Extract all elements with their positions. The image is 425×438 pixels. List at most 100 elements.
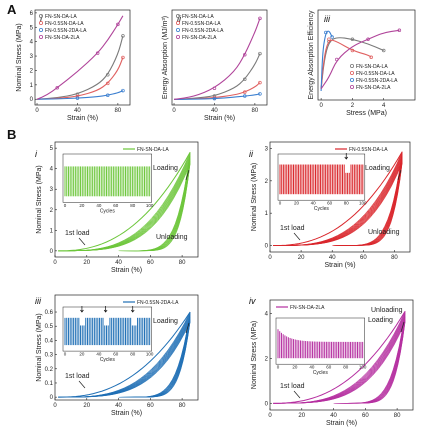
chart-b-iii-ytick-label-1: 0.1 — [45, 381, 54, 387]
chart-a-ii-series-3-point-6 — [258, 16, 262, 21]
chart-a-i-legend-label-0: FN-SN-DA-LA — [45, 14, 77, 20]
chart-a-iii-xlabel: Stress (MPa) — [346, 110, 387, 117]
chart-a-iii-legend-label-0: FN-SN-DA-LA — [356, 64, 388, 70]
chart-b-ii-cycle-19 — [273, 162, 403, 246]
chart-a-ii-series-0-point-4 — [243, 77, 247, 82]
chart-b-ii-first-load-label: 1st load — [280, 225, 305, 232]
chart-a-ii-legend-label-3: FN-SN-DA-2LA — [182, 35, 217, 41]
chart-a-iii-series-1-point-4 — [350, 48, 355, 53]
chart-a-i-series-3-point-4 — [95, 51, 100, 55]
chart-b-iv-roman: iv — [249, 296, 256, 306]
chart-b-iii-inset-drop-arrow-0 — [80, 306, 84, 313]
chart-b-iii-cycle-19 — [58, 322, 191, 398]
chart-b-iii-xtick-label-1: 20 — [83, 403, 90, 409]
chart-b-i-inset-xtick-5: 100 — [146, 203, 154, 208]
chart-b-i-ytick-label-5: 5 — [50, 146, 54, 152]
chart-a-ii-legend-marker-3 — [175, 35, 180, 40]
chart-b-i-first-load-arrow — [78, 237, 86, 246]
chart-b-iv-frame — [269, 299, 414, 411]
chart-a-iii-series-0-point-4 — [350, 37, 355, 41]
chart-b-ii-xlabel: Strain (%) — [324, 262, 355, 269]
chart-b-iii-inset-drop-arrow-2 — [130, 306, 135, 313]
chart-b-ii-inset-xtick-3: 60 — [327, 201, 333, 206]
chart-b-ii-xtick-label-4: 80 — [391, 255, 398, 261]
chart-b-i-ytick-label-2: 2 — [50, 208, 54, 214]
chart-b-iii-roman: iii — [35, 296, 42, 306]
chart-b-iv-first-load-curve — [273, 310, 406, 404]
chart-a-ii-ylabel: Energy Absorption (MJ/m³) — [162, 16, 169, 99]
chart-b-i-first-load-curve — [58, 152, 191, 252]
chart-b-iii-inset-xtick-0: 0 — [64, 352, 67, 357]
chart-b-iii-ytick-label-2: 0.2 — [45, 367, 54, 373]
chart-b-i-inset-frame — [62, 153, 152, 203]
chart-b-iii-ytick-label-4: 0.4 — [45, 338, 54, 344]
chart-b-iii-inset-xtick-5: 100 — [146, 352, 154, 357]
chart-b-ii-inset-xtick-5: 100 — [359, 201, 367, 206]
chart-b-i-inset-xtick-3: 60 — [113, 203, 119, 208]
chart-a-iii-legend-marker-3 — [349, 85, 354, 90]
chart-b-iii: 0 20 40 60 80 0 0.1 0.2 0.3 0.4 0.5 0.6 Strain (%) No… — [35, 294, 199, 417]
chart-a-iii-xtick-label-1: 2 — [351, 103, 355, 109]
chart-a-iii-legend-label-3: FN-SN-DA-2LA — [356, 85, 391, 91]
chart-a-ii-xtick-label-0: 0 — [172, 108, 176, 114]
chart-a-ii-legend-label-0: FN-SN-DA-LA — [182, 14, 214, 20]
chart-a-i-legend-label-3: FN-SN-DA-2LA — [45, 35, 80, 41]
chart-a-ii-roman: ii — [177, 14, 182, 24]
chart-b-ii-loading-arrow — [397, 169, 402, 181]
chart-a-i-ytick-label-2: 2 — [30, 68, 34, 74]
chart-b-iv-cycle-19 — [273, 322, 406, 404]
chart-a-i-legend-label-2: FN-0.5SN-2DA-LA — [45, 28, 87, 34]
chart-b-iii-inset-xtick-2: 40 — [96, 352, 102, 357]
chart-a-iii-series-1-point-6 — [369, 55, 373, 59]
chart-a-iii-xtick-label-2: 4 — [382, 103, 386, 109]
chart-b-i-xtick-label-0: 0 — [53, 260, 57, 266]
chart-a-i-legend-marker-3 — [39, 35, 44, 40]
chart-b-i-xtick-label-2: 40 — [115, 260, 122, 266]
chart-a-i-ytick-label-1: 1 — [30, 83, 34, 89]
chart-a-ii-series-3-point-4 — [243, 52, 247, 57]
chart-b-i-first-load-label: 1st load — [65, 230, 90, 237]
panel-letter-a: A — [7, 2, 17, 17]
chart-a-i-series-0 — [36, 35, 124, 100]
chart-b-iv-inset-xtick-1: 20 — [292, 365, 298, 370]
chart-b-ii-legend-label: FN-0.5SN-DA-LA — [349, 147, 388, 153]
chart-b-i-inset-xtick-2: 40 — [96, 203, 102, 208]
chart-a-ii-series-2-point-2 — [212, 96, 217, 101]
chart-a-i-ylabel: Nominal Stress (MPa) — [16, 23, 23, 91]
chart-a-i-series-0-point-4 — [106, 73, 110, 77]
chart-b-ii-ytick-label-1: 1 — [265, 211, 269, 217]
chart-a-ii-series-2-point-6 — [258, 92, 262, 96]
chart-b-iii-xlabel: Strain (%) — [111, 410, 142, 417]
chart-a-i: 0 40 80 0 1 2 3 4 5 6 Strain (%) Nominal Stress (MP… — [16, 9, 131, 122]
chart-b-iii-xtick-label-4: 80 — [179, 403, 186, 409]
chart-b-i-inset-xtick-0: 0 — [64, 203, 67, 208]
chart-b-iv-inset-xlabel: Cycles — [313, 370, 329, 376]
chart-b-i-unloading-label: Unloading — [156, 234, 188, 241]
chart-b-iii-inset-xtick-4: 80 — [130, 352, 136, 357]
chart-b-ii-inset-frame — [277, 153, 366, 201]
chart-a-iii-legend-label-2: FN-0.5SN-2DA-LA — [356, 78, 398, 84]
chart-a-iii-xtick-label-0: 0 — [319, 103, 323, 109]
chart-b-ii-inset-xtick-0: 0 — [279, 201, 282, 206]
chart-b-ii-ytick-label-0: 0 — [265, 244, 269, 250]
chart-b-iv-inset-xtick-2: 40 — [309, 365, 315, 370]
chart-b-iii-loading-label: Loading — [153, 318, 178, 325]
chart-b-iii-ytick-label-5: 0.5 — [45, 324, 54, 330]
chart-a-i-ytick-label-3: 3 — [30, 54, 34, 60]
chart-b-ii-inset-xtick-1: 20 — [294, 201, 300, 206]
chart-b-iii-inset-frame — [62, 306, 152, 352]
chart-b-iii-ytick-label-0: 0 — [50, 395, 54, 401]
chart-b-iv-xtick-label-1: 20 — [298, 413, 305, 419]
chart-a-iii-series-2-point-4 — [330, 35, 334, 39]
chart-a-iii-legend-marker-1 — [349, 71, 354, 76]
chart-b-iii-ytick-label-3: 0.3 — [45, 353, 54, 359]
chart-b-i-loading-label: Loading — [153, 165, 178, 172]
chart-b-i-roman: i — [35, 149, 38, 159]
chart-b-iii-first-load-arrow — [78, 380, 86, 389]
chart-b-i-ytick-label-1: 1 — [50, 228, 54, 234]
chart-a-ii-frame — [171, 9, 268, 106]
chart-b-iv-inset-xtick-5: 100 — [359, 365, 367, 370]
chart-a-i-series-2 — [36, 90, 124, 100]
chart-b-iv-xlabel: Strain (%) — [326, 420, 357, 427]
